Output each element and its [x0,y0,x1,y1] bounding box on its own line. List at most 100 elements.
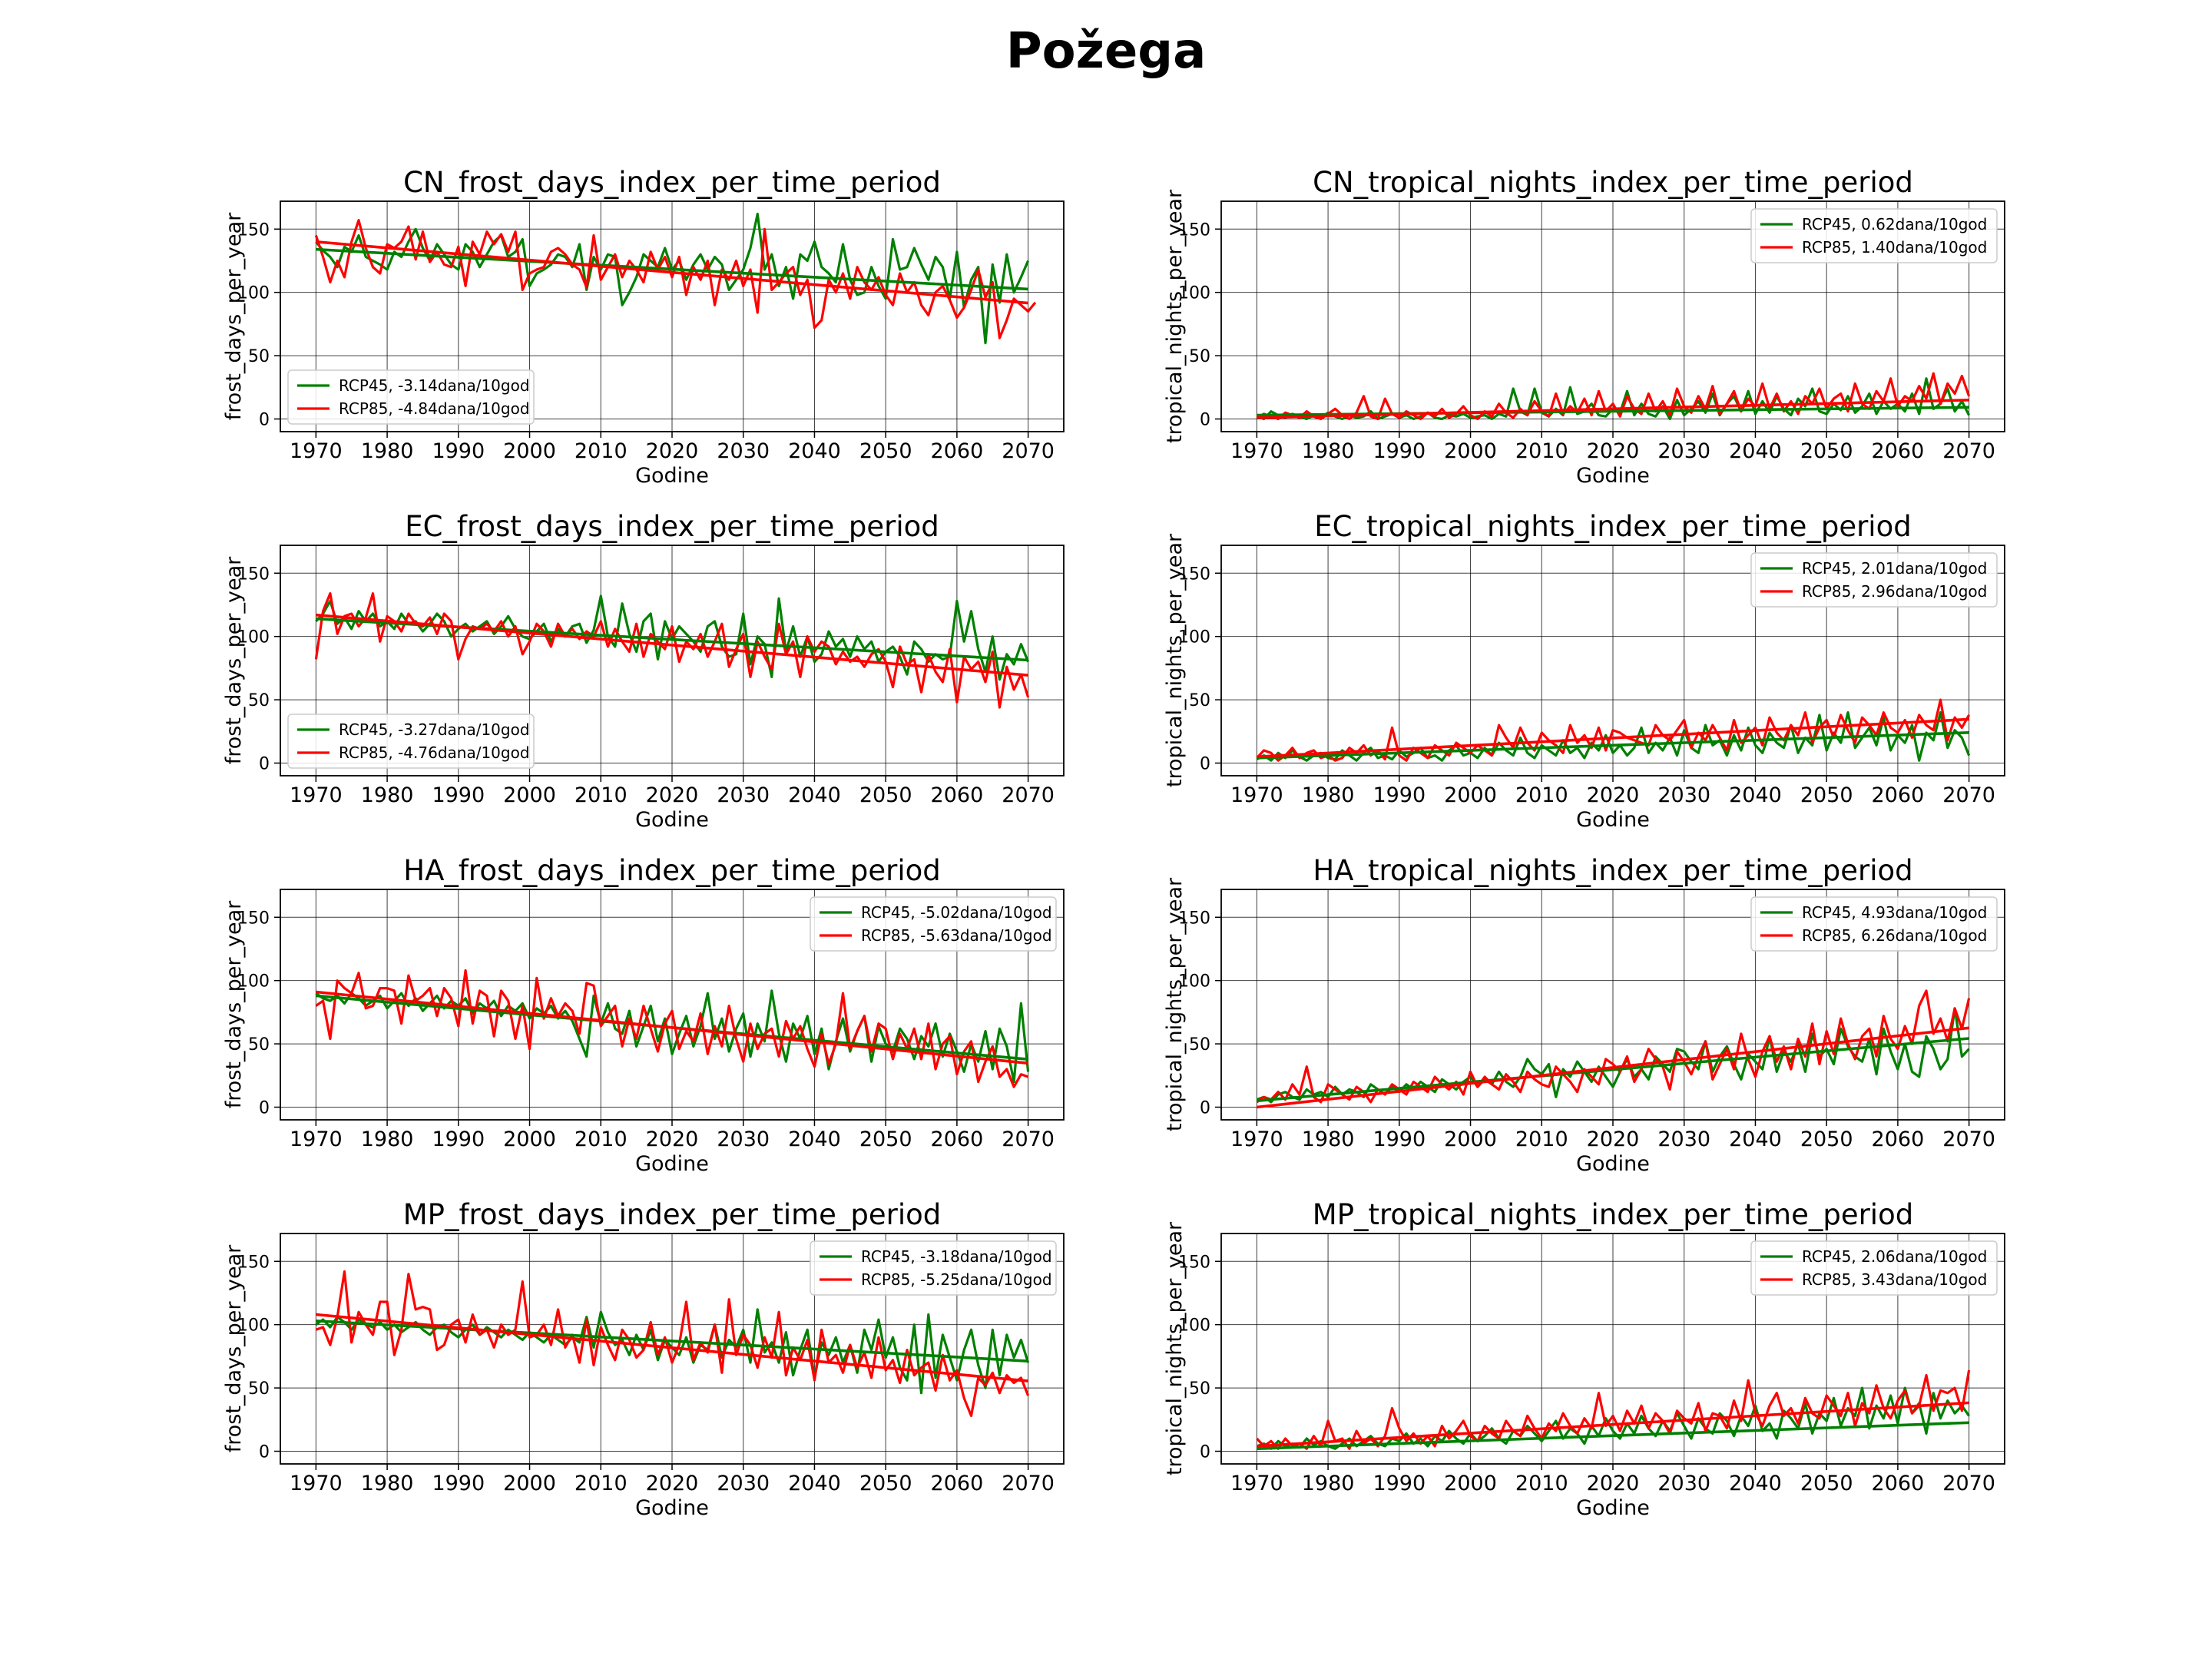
x-tick-label: 2040 [1729,1472,1782,1495]
y-tick-label: 150 [1178,1253,1210,1272]
x-tick-label: 1990 [1373,439,1426,463]
x-tick-label: 2020 [1587,439,1640,463]
y-tick-label: 100 [1178,628,1210,647]
x-tick-label: 1980 [1302,783,1355,807]
y-tick-label: 100 [1178,972,1210,992]
series-line-rcp85 [314,219,1037,339]
x-tick-label: 1990 [432,1472,485,1495]
x-axis-label: Godine [1576,464,1650,488]
chart-title: HA_tropical_nights_index_per_time_period [1313,854,1912,887]
x-axis-label: Godine [635,464,709,488]
trend-line-rcp85 [1257,398,1969,419]
legend-label-rcp85: RCP85, 2.96dana/10god [1802,582,1987,601]
x-tick-label: 2020 [1587,1472,1640,1495]
chart-title: CN_frost_days_index_per_time_period [403,166,941,199]
chart-title: HA_frost_days_index_per_time_period [403,854,940,887]
x-tick-label: 1980 [1302,1472,1355,1495]
axes-frame [280,1233,1065,1465]
trend-line-rcp85 [316,990,1028,1065]
x-axis-label: Godine [1576,1152,1650,1176]
x-tick-label: 2050 [1800,783,1853,807]
figure-title: Požega [1006,23,1207,80]
chart-title: EC_tropical_nights_index_per_time_period [1314,510,1911,543]
chart-title: CN_tropical_nights_index_per_time_period [1313,166,1913,199]
y-axis-label: tropical_nights_per_year [1163,189,1187,443]
y-tick-label: 150 [1178,565,1210,584]
legend: RCP45, 2.01dana/10god RCP85, 2.96dana/10g… [1750,552,1998,608]
legend-box [810,896,1057,952]
y-tick-label: 150 [237,1253,270,1272]
x-tick-label: 1980 [1302,439,1355,463]
trend-line-rcp45 [1257,730,1969,760]
axes-frame [280,889,1065,1121]
trend-line-rcp45 [1257,1421,1969,1451]
legend: RCP45, -5.02dana/10god RCP85, -5.63dana/1… [810,896,1057,952]
y-tick-label: 150 [1178,220,1210,240]
x-tick-label: 1970 [1230,783,1283,807]
axes-frame [1220,545,2005,777]
legend: RCP45, 0.62dana/10god RCP85, 1.40dana/10g… [1750,208,1998,263]
legend-box [1750,1240,1998,1296]
y-tick-label: 0 [1200,1443,1210,1462]
legend: RCP45, -3.14dana/10god RCP85, -4.84dana/1… [287,369,535,425]
x-tick-label: 2000 [503,439,556,463]
y-tick-label: 0 [1200,411,1210,430]
x-tick-label: 2010 [1515,783,1568,807]
y-axis-label: tropical_nights_per_year [1163,1221,1187,1475]
legend-box [1750,896,1998,952]
x-tick-label: 2040 [1729,783,1782,807]
chart-panel-3: EC_tropical_nights_index_per_time_period… [1163,510,2005,832]
series-line-rcp85 [1256,698,1970,762]
x-tick-label: 2040 [1729,1128,1782,1151]
y-axis-label: frost_days_per_year [222,212,246,420]
legend-label-rcp45: RCP45, 2.06dana/10god [1802,1247,1987,1266]
x-tick-label: 2040 [788,439,841,463]
trend-line-rcp45 [316,1319,1028,1363]
x-tick-label: 2050 [1800,1128,1853,1151]
y-axis-label: tropical_nights_per_year [1163,877,1187,1131]
legend-label-rcp85: RCP85, -4.84dana/10god [339,399,530,418]
legend-label-rcp85: RCP85, -5.63dana/10god [861,926,1052,945]
y-tick-label: 0 [1200,755,1210,774]
x-tick-label: 2010 [1515,1472,1568,1495]
y-axis-label: tropical_nights_per_year [1163,533,1187,787]
x-tick-label: 2070 [1002,783,1055,807]
chart-panel-2: EC_frost_days_index_per_time_period 1970 1… [222,510,1065,832]
y-tick-label: 0 [259,411,270,430]
legend: RCP45, -3.18dana/10god RCP85, -5.25dana/1… [810,1240,1057,1296]
x-tick-label: 1970 [1230,439,1283,463]
chart-panel-4: HA_frost_days_index_per_time_period 1970 1… [222,854,1065,1176]
x-tick-label: 2010 [1515,439,1568,463]
legend-label-rcp45: RCP45, 4.93dana/10god [1802,903,1987,922]
x-tick-label: 2010 [575,439,628,463]
y-tick-label: 100 [1178,284,1210,303]
x-tick-label: 1990 [1373,1128,1426,1151]
chart-panel-0: CN_frost_days_index_per_time_period 1970 1… [222,166,1065,488]
y-tick-label: 50 [248,347,270,366]
y-axis-label: frost_days_per_year [222,900,246,1108]
x-tick-label: 1970 [290,1472,343,1495]
x-tick-label: 2030 [1657,439,1710,463]
x-tick-label: 1980 [1302,1128,1355,1151]
y-tick-label: 50 [248,691,270,710]
y-tick-label: 150 [237,909,270,928]
x-tick-label: 2040 [788,1472,841,1495]
axes-frame [1220,200,2005,432]
y-tick-label: 50 [1189,1379,1210,1399]
x-tick-label: 2020 [646,1472,699,1495]
y-tick-label: 150 [1178,909,1210,928]
y-tick-label: 150 [237,220,270,240]
x-tick-label: 2040 [1729,439,1782,463]
legend-label-rcp85: RCP85, 1.40dana/10god [1802,238,1987,257]
x-tick-label: 2060 [931,783,984,807]
y-tick-label: 100 [1178,1316,1210,1336]
y-tick-label: 100 [237,284,270,303]
x-tick-label: 2050 [859,1128,912,1151]
trend-line-rcp45 [1257,1037,1969,1103]
y-axis-label: frost_days_per_year [222,556,246,764]
x-tick-label: 2060 [931,1128,984,1151]
x-tick-label: 2070 [1002,1472,1055,1495]
trend-line-rcp85 [1257,717,1969,759]
x-tick-label: 2000 [1444,783,1497,807]
